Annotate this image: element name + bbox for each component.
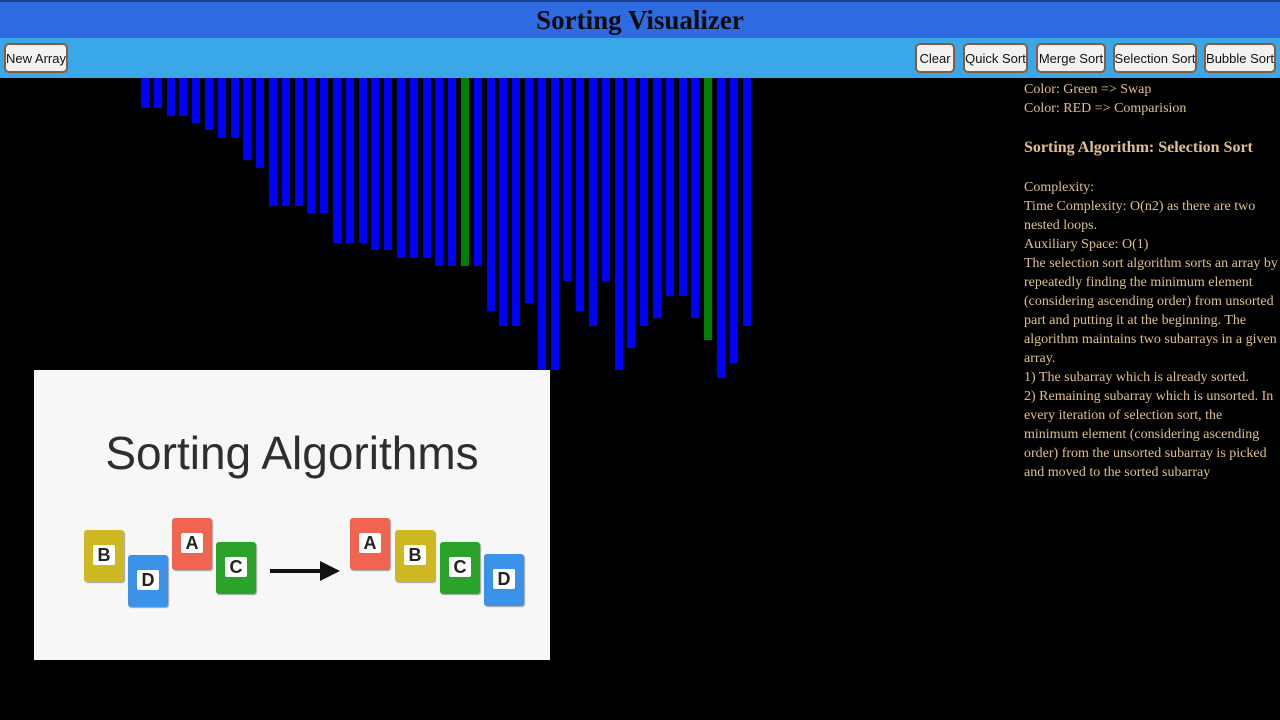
array-bar xyxy=(397,78,405,258)
legend-compare: Color: RED => Comparision xyxy=(1024,101,1187,116)
array-bar xyxy=(384,78,392,250)
array-bar xyxy=(487,78,495,311)
array-bar xyxy=(256,78,264,168)
card-letter: B xyxy=(404,545,426,565)
card-letter: B xyxy=(93,545,115,565)
algorithm-description: The selection sort algorithm sorts an ar… xyxy=(1024,256,1278,366)
bubble-sort-button[interactable]: Bubble Sort xyxy=(1204,43,1276,73)
card-letter: C xyxy=(225,557,247,577)
array-bar xyxy=(640,78,648,326)
card-after-4: D xyxy=(484,554,524,606)
card-after-3: C xyxy=(440,542,480,594)
card-before-2: D xyxy=(128,555,168,607)
array-bar xyxy=(295,78,303,206)
array-bar xyxy=(448,78,456,266)
array-bar xyxy=(563,78,571,281)
array-bars xyxy=(0,78,1000,408)
array-bar xyxy=(551,78,559,370)
array-bar xyxy=(243,78,251,160)
selection-sort-button[interactable]: Selection Sort xyxy=(1113,43,1197,73)
array-bar xyxy=(525,78,533,303)
array-bar xyxy=(192,78,200,123)
title-bar: Sorting Visualizer xyxy=(0,0,1280,38)
card-letter: A xyxy=(359,533,381,553)
card-before-4: C xyxy=(216,542,256,594)
card-letter: D xyxy=(493,569,515,589)
array-bar xyxy=(743,78,751,326)
array-bar xyxy=(666,78,674,296)
array-bar xyxy=(615,78,623,370)
array-bar xyxy=(371,78,379,250)
array-bar xyxy=(282,78,290,206)
complexity-label: Complexity: xyxy=(1024,180,1094,195)
array-bar xyxy=(499,78,507,326)
info-panel: Color: Green => Swap Color: RED => Compa… xyxy=(1024,80,1280,482)
card-before-3: A xyxy=(172,518,212,570)
array-bar xyxy=(435,78,443,266)
array-bar xyxy=(474,78,482,266)
array-bar xyxy=(307,78,315,213)
array-bar xyxy=(589,78,597,326)
card-after-1: A xyxy=(350,518,390,570)
arrow-right-icon xyxy=(270,561,340,581)
legend-swap: Color: Green => Swap xyxy=(1024,82,1152,97)
card-after-2: B xyxy=(395,530,435,582)
array-bar xyxy=(179,78,187,116)
array-bar xyxy=(154,78,162,108)
merge-sort-button[interactable]: Merge Sort xyxy=(1036,43,1106,73)
clear-button[interactable]: Clear xyxy=(915,43,955,73)
array-bar xyxy=(717,78,725,378)
array-bar xyxy=(602,78,610,281)
array-bar xyxy=(423,78,431,258)
auxiliary-space: Auxiliary Space: O(1) xyxy=(1024,237,1149,252)
array-bar xyxy=(679,78,687,296)
card-letter: D xyxy=(137,570,159,590)
sorted-subarray-point: 1) The subarray which is already sorted. xyxy=(1024,370,1249,385)
array-bar xyxy=(627,78,635,348)
app-title: Sorting Visualizer xyxy=(536,4,744,35)
new-array-button[interactable]: New Array xyxy=(4,43,68,73)
array-bar xyxy=(346,78,354,243)
array-bar xyxy=(691,78,699,318)
array-bar xyxy=(461,78,469,266)
sorting-algorithms-thumbnail: Sorting Algorithms B D A C A B C D xyxy=(34,370,550,660)
algorithm-heading: Sorting Algorithm: Selection Sort xyxy=(1024,139,1253,156)
array-bar xyxy=(359,78,367,243)
array-bar xyxy=(704,78,712,340)
array-bar xyxy=(333,78,341,243)
array-bar xyxy=(231,78,239,138)
array-bar xyxy=(538,78,546,378)
card-before-1: B xyxy=(84,530,124,582)
array-bar xyxy=(141,78,149,108)
thumbnail-title: Sorting Algorithms xyxy=(105,427,479,479)
quick-sort-button[interactable]: Quick Sort xyxy=(963,43,1028,73)
array-bar xyxy=(512,78,520,326)
array-bar xyxy=(205,78,213,130)
array-bar xyxy=(320,78,328,213)
unsorted-subarray-point: 2) Remaining subarray which is unsorted.… xyxy=(1024,389,1274,480)
array-bar xyxy=(730,78,738,363)
array-bar xyxy=(218,78,226,138)
time-complexity: Time Complexity: O(n2) as there are two … xyxy=(1024,199,1256,233)
array-bar xyxy=(410,78,418,258)
array-bar xyxy=(167,78,175,116)
array-bar xyxy=(576,78,584,311)
toolbar: New Array Clear Quick Sort Merge Sort Se… xyxy=(0,38,1280,78)
card-letter: A xyxy=(181,533,203,553)
array-bar xyxy=(269,78,277,206)
card-letter: C xyxy=(449,557,471,577)
array-bar xyxy=(653,78,661,318)
